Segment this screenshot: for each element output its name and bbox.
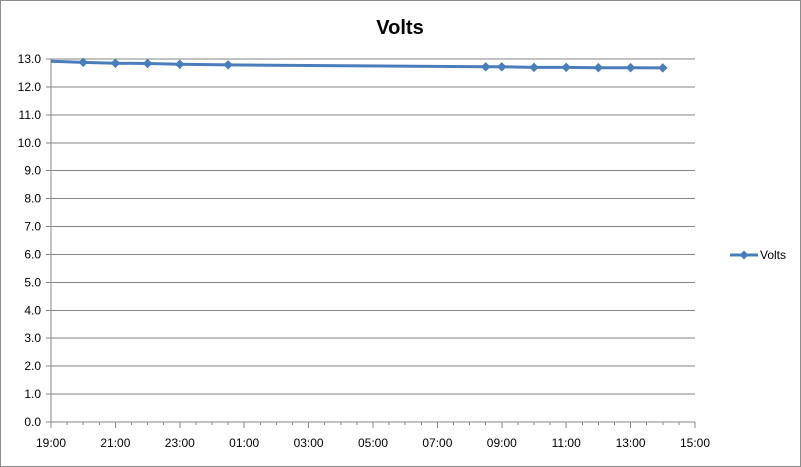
- y-tick-label: 3.0: [24, 331, 41, 345]
- data-point: [657, 63, 668, 73]
- y-tick-label: 12.0: [18, 80, 42, 94]
- x-tick-label: 01:00: [229, 436, 259, 450]
- data-point: [480, 61, 491, 72]
- y-tick-label: 7.0: [24, 220, 41, 234]
- y-tick-label: 2.0: [24, 359, 41, 373]
- series-volts: [50, 57, 668, 73]
- data-point: [561, 62, 572, 73]
- x-tick-label: 05:00: [358, 436, 388, 450]
- x-tick-label: 09:00: [487, 436, 517, 450]
- y-tick-label: 9.0: [24, 164, 41, 178]
- data-point: [529, 62, 539, 73]
- y-tick-label: 13.0: [18, 52, 42, 66]
- x-tick-label: 07:00: [422, 436, 452, 450]
- x-tick-label: 15:00: [680, 436, 710, 450]
- y-tick-label: 5.0: [24, 275, 41, 289]
- series-line-volts: [50, 59, 663, 70]
- legend-marker: [739, 250, 749, 260]
- data-point: [593, 62, 604, 73]
- x-tick-label: 19:00: [36, 436, 66, 450]
- x-tick-label: 23:00: [165, 436, 195, 450]
- x-tick-label: 11:00: [552, 436, 581, 450]
- x-tick-label: 13:00: [616, 436, 646, 450]
- chart-title: Volts: [376, 17, 423, 39]
- y-tick-label: 1.0: [24, 387, 41, 401]
- y-tick-label: 6.0: [24, 247, 41, 261]
- data-point: [174, 59, 185, 70]
- x-tick-label: 03:00: [294, 436, 324, 450]
- data-point: [223, 60, 233, 70]
- legend: Volts: [730, 248, 786, 262]
- legend-label-volts: Volts: [760, 248, 786, 262]
- axes: 0.0 1.0 2.0 3.0 4.0 5.0 6.0 7.0 8.0 9.0 10.0 11.0 12…: [18, 52, 711, 450]
- x-tick-label: 21:00: [100, 436, 130, 450]
- data-point: [78, 57, 89, 68]
- y-tick-label: 8.0: [24, 192, 41, 206]
- data-point: [142, 58, 153, 69]
- y-tick-label: 11.0: [19, 108, 42, 122]
- data-point: [625, 62, 636, 73]
- gridlines: [51, 58, 695, 395]
- data-point: [110, 58, 121, 69]
- data-point: [496, 61, 507, 72]
- y-tick-label: 4.0: [24, 303, 41, 317]
- y-tick-label: 10.0: [18, 136, 42, 150]
- y-tick-label: 0.0: [24, 415, 41, 429]
